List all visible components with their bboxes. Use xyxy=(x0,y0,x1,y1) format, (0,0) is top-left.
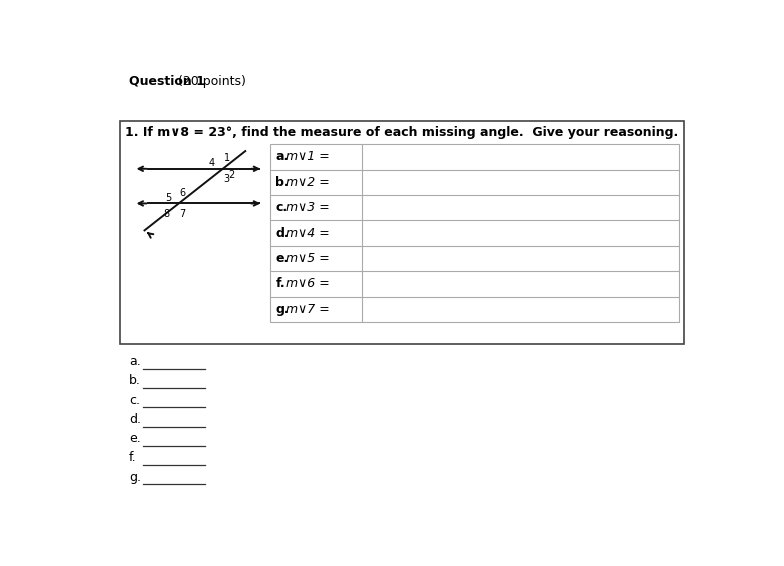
Text: m∨1 =: m∨1 = xyxy=(285,151,329,164)
Text: f.: f. xyxy=(275,277,285,290)
Text: m∨6 =: m∨6 = xyxy=(285,277,329,290)
Text: m∨7 =: m∨7 = xyxy=(285,303,329,316)
Text: m∨2 =: m∨2 = xyxy=(285,176,329,189)
Text: e.: e. xyxy=(275,252,289,265)
Text: 6: 6 xyxy=(180,188,186,198)
Text: 2: 2 xyxy=(228,170,234,179)
Text: m∨4 =: m∨4 = xyxy=(285,226,329,239)
Text: m∨3 =: m∨3 = xyxy=(285,201,329,214)
Text: g.: g. xyxy=(129,471,141,483)
Text: 4: 4 xyxy=(209,158,215,168)
Text: 3: 3 xyxy=(223,174,230,184)
Bar xyxy=(270,144,679,322)
Text: 8: 8 xyxy=(163,209,169,219)
Text: Question 1: Question 1 xyxy=(129,75,205,88)
Text: a.: a. xyxy=(129,355,141,368)
Bar xyxy=(120,121,684,344)
Text: (20 points): (20 points) xyxy=(174,75,246,88)
Text: f.: f. xyxy=(129,452,136,464)
Text: d.: d. xyxy=(275,226,289,239)
Text: 1. If m∨8 = 23°, find the measure of each missing angle.  Give your reasoning.: 1. If m∨8 = 23°, find the measure of eac… xyxy=(125,126,678,139)
Text: m∨5 =: m∨5 = xyxy=(285,252,329,265)
Text: g.: g. xyxy=(275,303,289,316)
Text: c.: c. xyxy=(275,201,288,214)
Text: e.: e. xyxy=(129,432,141,445)
Text: c.: c. xyxy=(129,393,140,406)
Text: 7: 7 xyxy=(180,209,186,219)
Text: 5: 5 xyxy=(165,192,171,203)
Text: a.: a. xyxy=(275,151,289,164)
Text: d.: d. xyxy=(129,413,141,426)
Text: b.: b. xyxy=(275,176,289,189)
Text: b.: b. xyxy=(129,374,141,387)
Text: 1: 1 xyxy=(223,153,230,164)
